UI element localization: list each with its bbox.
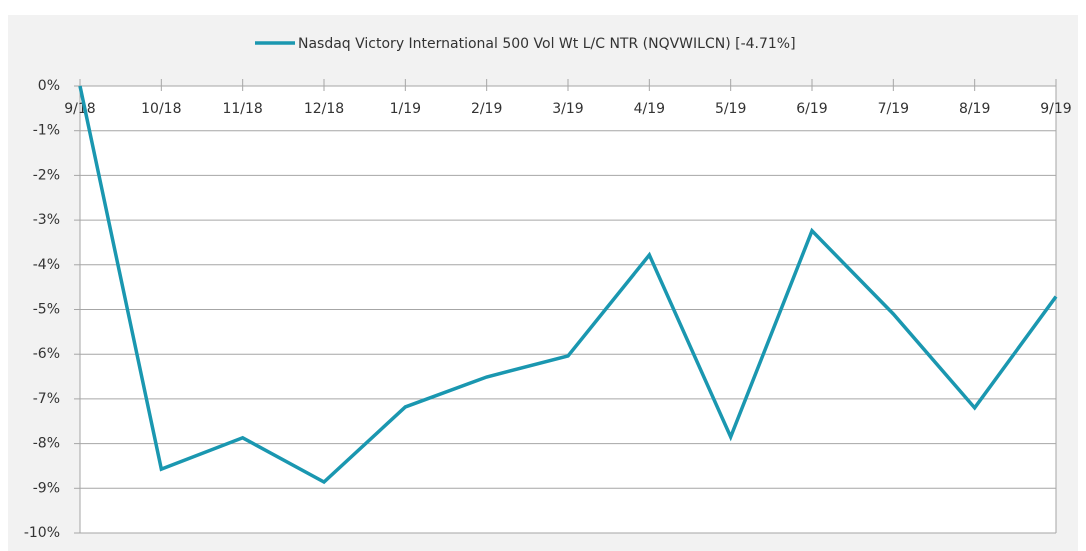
x-tick-label: 11/18 (222, 101, 262, 117)
y-tick-label: 0% (38, 78, 60, 94)
y-tick-label: -1% (33, 123, 60, 139)
y-tick-label: -4% (33, 257, 60, 273)
y-tick-label: -10% (24, 525, 60, 541)
y-tick-label: -2% (33, 167, 60, 183)
x-tick-label: 9/19 (1040, 101, 1071, 117)
y-tick-label: -7% (33, 391, 60, 407)
y-tick-label: -5% (33, 302, 60, 318)
x-tick-label: 7/19 (878, 101, 909, 117)
x-tick-label: 3/19 (552, 101, 583, 117)
series-line (78, 85, 1058, 485)
x-tick-label: 9/18 (64, 101, 95, 117)
x-tick-label: 4/19 (634, 101, 665, 117)
x-tick-label: 6/19 (796, 101, 827, 117)
x-tick-label: 2/19 (471, 101, 502, 117)
legend-label: Nasdaq Victory International 500 Vol Wt … (298, 36, 796, 52)
x-tick-label: 5/19 (715, 101, 746, 117)
x-tick-label: 10/18 (141, 101, 181, 117)
x-tick-label: 12/18 (304, 101, 344, 117)
y-tick-label: -8% (33, 436, 60, 452)
x-tick-label: 1/19 (390, 101, 421, 117)
x-tick-label: 8/19 (959, 101, 990, 117)
y-tick-label: -9% (33, 480, 60, 496)
y-tick-label: -3% (33, 212, 60, 228)
y-tick-label: -6% (33, 346, 60, 362)
